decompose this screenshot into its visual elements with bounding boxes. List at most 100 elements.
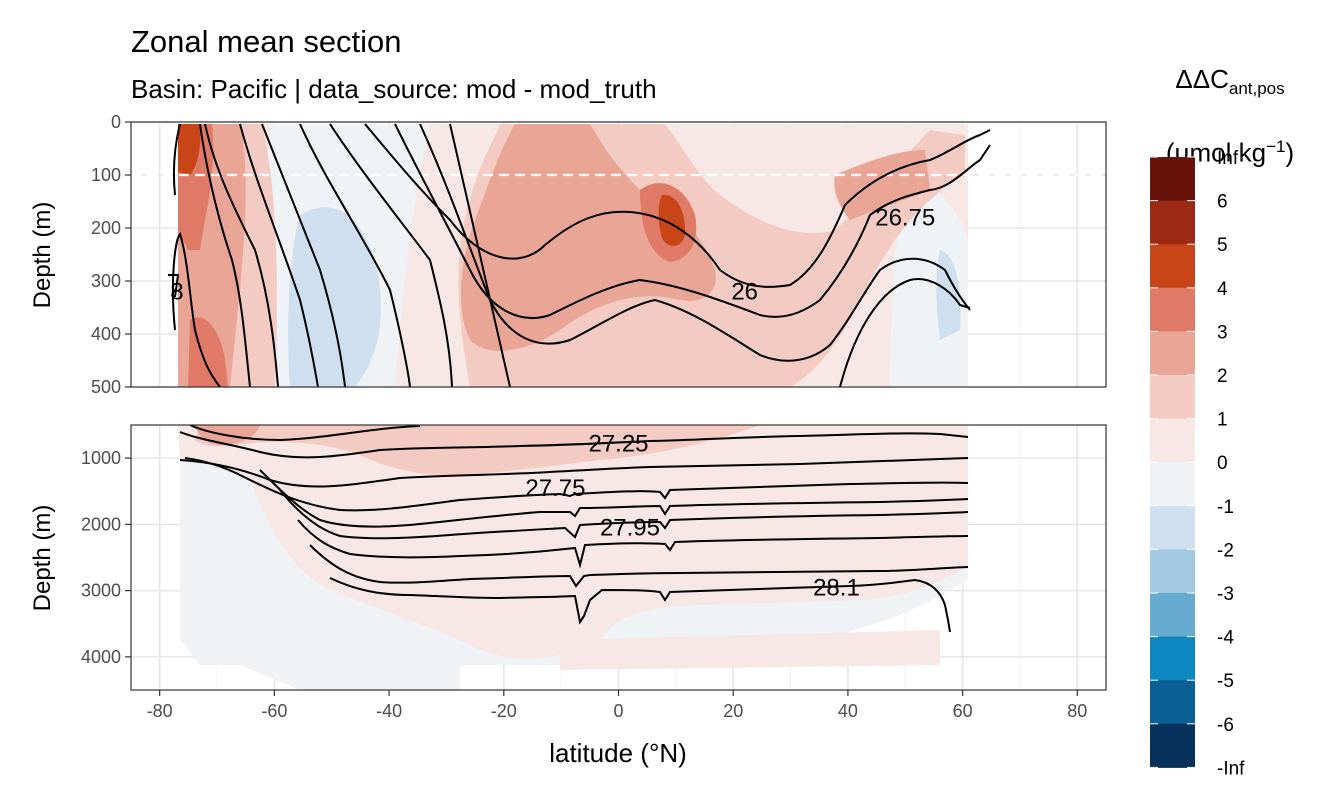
contour-line: [364, 123, 991, 288]
colorbar-segment: [1150, 505, 1195, 550]
contour-label: 28.1: [813, 574, 860, 601]
colorbar-label: 2: [1217, 366, 1228, 387]
colorbar-label: 0: [1217, 453, 1228, 474]
contour-line: [297, 519, 969, 569]
colorbar-label: -2: [1217, 540, 1234, 561]
field-top-pos-3b: [188, 317, 228, 387]
contour-label: 26: [731, 279, 758, 306]
colorbar-label: -1: [1217, 497, 1234, 518]
contour-line: [329, 577, 951, 633]
legend-title: ΔΔCant,pos (μmol kg−1): [1140, 50, 1320, 182]
panel-lower-contours: [179, 425, 969, 633]
contour-line: [329, 123, 453, 387]
x-tick-label: -40: [376, 701, 402, 721]
field-bot-pos-1: [195, 425, 760, 476]
colorbar-label: Inf: [1217, 148, 1239, 169]
contour-line: [204, 123, 279, 387]
contour-label: 27.25: [588, 431, 648, 458]
colorbar-label: -Inf: [1217, 758, 1245, 779]
field-bot-pos-light: [178, 425, 968, 659]
colorbar-segment: [1150, 244, 1195, 289]
colorbar-label: -5: [1217, 671, 1234, 692]
panel-lower-y-axis: 1000 2000 3000 4000: [81, 448, 131, 667]
contour-line: [179, 457, 969, 488]
field-top-pos-2b: [460, 124, 716, 351]
contour-line: [309, 544, 969, 588]
contour-line: [839, 278, 971, 387]
x-tick-label: 20: [723, 701, 743, 721]
x-tick-label: -20: [491, 701, 517, 721]
y-tick-label: 300: [91, 271, 121, 291]
contour-line: [179, 431, 969, 459]
colorbar-segment: [1150, 462, 1195, 507]
x-tick-label: 0: [613, 701, 623, 721]
colorbar-label: 6: [1217, 192, 1228, 213]
panel-upper-field: [178, 124, 968, 387]
field-bot-pos-light-2: [560, 630, 940, 670]
colorbar-segment: [1150, 636, 1195, 681]
legend-title-subscript: ant,pos: [1228, 79, 1285, 99]
contour-line: [279, 489, 969, 540]
panel-lower-field: [178, 425, 968, 690]
x-tick-label: 40: [838, 701, 858, 721]
contour-label: 26.75: [875, 204, 935, 231]
y-tick-label: 4000: [81, 647, 121, 667]
contour-line: [261, 123, 346, 387]
contour-line: [184, 457, 969, 512]
colorbar-segment: [1150, 375, 1195, 420]
contour-line: [189, 425, 421, 442]
contour-line: [394, 123, 991, 319]
y-tick-label: 1000: [81, 448, 121, 468]
chart-title: Zonal mean section: [131, 24, 402, 59]
panel-upper-contours: [168, 123, 991, 387]
colorbar-segment: [1150, 418, 1195, 463]
y-tick-label: 2000: [81, 514, 121, 534]
contour-line: [299, 123, 411, 387]
colorbar-segment: [1150, 331, 1195, 376]
contour-line: [449, 123, 511, 387]
colorbar-segment: [1150, 593, 1195, 638]
panel-lower: 1000 2000 3000 4000 -80 -60 -40 -20 0 20 40 60 80: [81, 424, 1107, 721]
y-tick-label: 3000: [81, 581, 121, 601]
colorbar-label: -4: [1217, 628, 1234, 649]
contour-line: [168, 274, 180, 298]
x-tick-label: 60: [953, 701, 973, 721]
colorbar-segment: [1150, 200, 1195, 245]
colorbar-label: 5: [1217, 235, 1228, 256]
field-top-pos-4: [178, 124, 201, 175]
colorbar-label: 3: [1217, 322, 1228, 343]
x-axis: -80 -60 -40 -20 0 20 40 60 80: [147, 690, 1087, 721]
y-axis-title-upper: Depth (m): [29, 202, 56, 309]
contour-label: 8: [170, 279, 183, 306]
field-top-negative-blue-2: [936, 250, 961, 340]
colorbar-segment: [1150, 723, 1195, 768]
colorbar-label: 1: [1217, 410, 1228, 431]
panel-upper: 0 100 200 300 400 500: [91, 112, 1107, 397]
field-top-pos-4b: [658, 194, 686, 246]
y-tick-label: 400: [91, 324, 121, 344]
y-tick-label: 500: [91, 377, 121, 397]
colorbar-label: 4: [1217, 279, 1228, 300]
colorbar-segment: [1150, 549, 1195, 594]
y-axis-title-lower: Depth (m): [29, 505, 56, 612]
contour-line: [199, 123, 251, 387]
colorbar-segment: [1150, 680, 1195, 725]
legend-unit-superscript: −1: [1266, 137, 1286, 157]
contour-line: [259, 469, 969, 528]
colorbar-label: -3: [1217, 584, 1234, 605]
colorbar: Inf 6 5 4 3 2 1 0 -1 -2 -3 -4 -5 -6 -Inf: [1150, 148, 1245, 779]
field-top-negative-blue: [288, 207, 381, 387]
panel-upper-y-axis: 0 100 200 300 400 500: [91, 112, 131, 397]
x-axis-title: latitude (°N): [549, 738, 687, 768]
x-tick-label: 80: [1067, 701, 1087, 721]
contour-label: 27.75: [525, 475, 585, 502]
contour-line: [239, 123, 319, 387]
y-tick-label: 100: [91, 165, 121, 185]
colorbar-segment: [1150, 157, 1195, 202]
x-tick-label: -80: [147, 701, 173, 721]
legend-unit-suffix: ): [1285, 137, 1295, 168]
x-tick-label: -60: [261, 701, 287, 721]
panel-upper-border: [130, 121, 1107, 388]
